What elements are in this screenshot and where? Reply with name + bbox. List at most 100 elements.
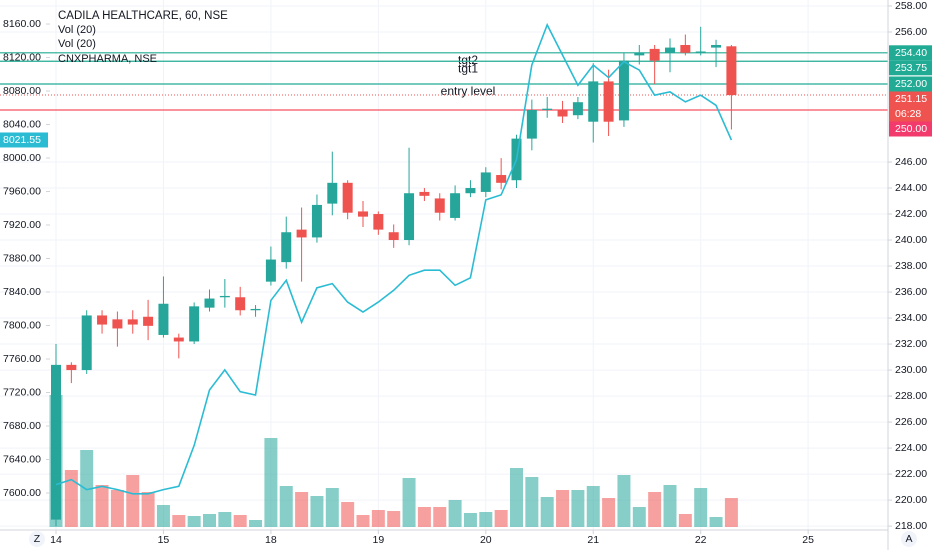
- y2-tick-label: 226.00: [895, 416, 927, 428]
- price-tag-label: 250.00: [895, 123, 927, 135]
- y-tick-label: 8040.00: [3, 118, 41, 130]
- series-tag: [0, 132, 48, 148]
- y-tick-label: 8000.00: [3, 152, 41, 164]
- price-tag-label: 251.15: [895, 93, 927, 105]
- candle-body: [66, 364, 77, 371]
- volume-bar: [617, 475, 631, 527]
- y2-tick-label: 218.00: [895, 520, 927, 532]
- candle-body: [588, 81, 599, 122]
- volume-bar: [325, 488, 339, 527]
- price-tag-label: 254.40: [895, 47, 927, 59]
- legend-series: CNXPHARMA, NSE: [58, 53, 157, 65]
- candle-body: [634, 52, 645, 56]
- candle-body: [434, 198, 445, 213]
- volume-bar: [709, 517, 723, 527]
- corner-button[interactable]: [901, 531, 917, 547]
- price-tag: [889, 76, 932, 92]
- candle-body: [680, 44, 691, 53]
- y2-tick-label: 224.00: [895, 442, 927, 454]
- volume-bar: [126, 475, 140, 527]
- candle-layer: [51, 26, 737, 527]
- corner-label[interactable]: A: [905, 533, 912, 545]
- volume-bar: [586, 486, 600, 527]
- volume-bar: [632, 507, 646, 527]
- price-tag: [889, 60, 932, 76]
- volume-bar: [648, 492, 662, 527]
- countdown-label: 06:28: [895, 108, 921, 120]
- candle-body: [450, 193, 461, 218]
- price-tag: [889, 45, 932, 61]
- volume-bar: [402, 478, 416, 527]
- candle-body: [296, 229, 307, 238]
- corner-button[interactable]: [29, 531, 45, 547]
- y2-tick-label: 242.00: [895, 208, 927, 220]
- volume-bar: [295, 492, 309, 527]
- candle-body: [127, 319, 138, 325]
- candle-body: [112, 319, 123, 329]
- y-tick-label: 8160.00: [3, 18, 41, 30]
- volume-bar: [433, 507, 447, 527]
- corner-label[interactable]: Z: [34, 533, 41, 545]
- y-tick-label: 8120.00: [3, 51, 41, 63]
- volume-bar: [678, 514, 692, 527]
- x-tick-label: 19: [373, 534, 385, 546]
- level-label: tgt1: [458, 61, 478, 75]
- candle-body: [189, 306, 200, 342]
- y2-tick-label: 258.00: [895, 0, 927, 12]
- candle-body: [81, 315, 92, 371]
- volume-bar: [141, 492, 155, 527]
- series-tag-label: 8021.55: [3, 134, 41, 146]
- volume-bar: [602, 498, 616, 527]
- price-tag: [889, 121, 932, 137]
- candle-body: [158, 303, 169, 335]
- series-line: [55, 22, 733, 495]
- volume-bar: [510, 468, 523, 527]
- volume-bar: [264, 438, 278, 527]
- legend: CADILA HEALTHCARE, 60, NSE Vol (20) Vol …: [58, 10, 228, 65]
- series-layer: [55, 22, 733, 495]
- candle-body: [51, 364, 61, 520]
- candle-body: [219, 295, 230, 298]
- legend-title: CADILA HEALTHCARE, 60, NSE: [58, 10, 228, 22]
- grid: [0, 0, 888, 530]
- volume-bar: [310, 496, 324, 527]
- candle-body: [557, 110, 568, 117]
- volume-bar: [571, 490, 585, 527]
- volume-bar: [356, 515, 370, 527]
- candle-body: [358, 211, 368, 217]
- y-tick-label: 7880.00: [3, 252, 41, 264]
- y2-tick-label: 240.00: [895, 234, 927, 246]
- countdown-tag: [889, 106, 932, 122]
- y2-tick-label: 234.00: [895, 312, 927, 324]
- price-tag-label: 253.75: [895, 62, 927, 74]
- y-tick-label: 7960.00: [3, 185, 41, 197]
- y2-tick-label: 238.00: [895, 260, 927, 272]
- y2-tick-label: 222.00: [895, 468, 927, 480]
- candle-body: [496, 175, 507, 183]
- volume-bar: [95, 485, 109, 527]
- volume-bar: [80, 450, 94, 527]
- volume-bar: [525, 477, 539, 527]
- volume-bar: [249, 520, 263, 527]
- volume-bar: [724, 498, 738, 527]
- candle-body: [542, 108, 553, 111]
- y2-tick-label: 256.00: [895, 26, 927, 38]
- volume-bar: [417, 507, 431, 527]
- volume-bar: [110, 490, 124, 527]
- volume-bar: [203, 514, 216, 527]
- volume-bar: [694, 488, 708, 527]
- x-tick-label: 21: [587, 534, 599, 546]
- y-tick-label: 7640.00: [3, 453, 41, 465]
- candle-body: [572, 102, 583, 116]
- candle-body: [480, 172, 491, 192]
- y2-tick-label: 220.00: [895, 494, 927, 506]
- candle-body: [311, 204, 322, 238]
- candle-body: [465, 188, 476, 194]
- candle-body: [235, 297, 246, 311]
- volume-bar: [448, 500, 462, 527]
- volume-bar: [371, 510, 385, 527]
